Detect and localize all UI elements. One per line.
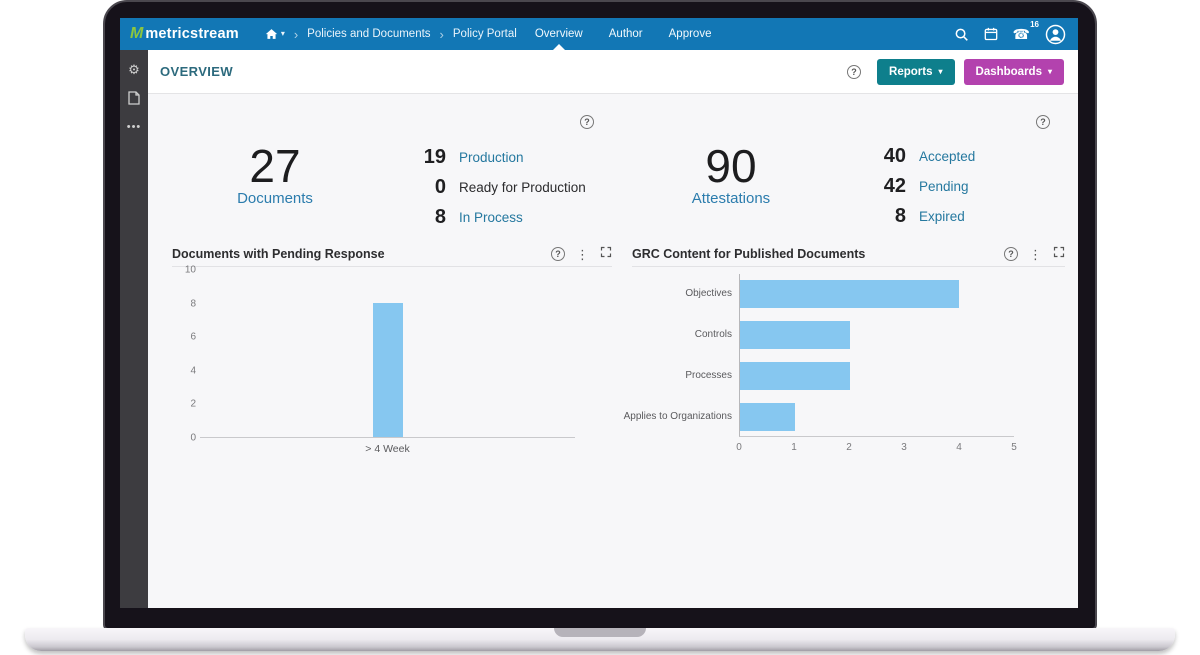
documents-info-icon[interactable]: ? [580,115,594,129]
attestations-label[interactable]: Attestations [691,190,771,207]
pending-response-chart: Documents with Pending Response ? ⋮ 0 2 4 6… [172,244,612,459]
y-tick-label: 0 [190,432,196,444]
x-tick-label: 5 [1011,442,1017,453]
attestations-info-icon[interactable]: ? [1036,115,1050,129]
tab-overview[interactable]: Overview [535,18,583,50]
app-screen: M metricstream ▾ › Policies and Document… [120,18,1078,608]
nav-tabs: Overview Author Approve [535,18,712,50]
attestations-count: 90 [705,140,757,192]
stat-row-production: 19 Production [423,145,524,168]
breadcrumb: ▾ › Policies and Documents › Policy Port… [265,27,517,42]
help-icon[interactable]: ? [551,247,565,261]
in-process-link[interactable]: In Process [459,209,523,225]
breadcrumb-separator: › [439,26,444,42]
x-tick-label: 3 [901,442,907,453]
y-tick-label: 10 [184,264,196,276]
grc-chart-bar[interactable] [740,403,795,431]
kebab-menu-icon[interactable]: ⋮ [1029,246,1042,262]
logo-mark: M [130,25,144,42]
stat-row-accepted: 40 Accepted [883,144,976,167]
app-logo[interactable]: M metricstream [130,25,239,43]
breadcrumb-policy-portal[interactable]: Policy Portal [452,28,517,40]
grc-chart-bar[interactable] [740,280,960,308]
caret-down-icon: ▾ [938,66,943,76]
y-tick-label: 8 [190,298,196,310]
expired-link[interactable]: Expired [919,208,965,224]
user-avatar[interactable] [1045,24,1066,45]
grc-content-chart: GRC Content for Published Documents ? ⋮ … [624,244,1065,459]
pending-link[interactable]: Pending [919,178,969,194]
notification-badge: 16 [1030,20,1039,29]
grc-chart-title: GRC Content for Published Documents [632,247,866,261]
documents-count: 27 [249,140,301,192]
expand-icon[interactable] [600,245,612,263]
grc-chart-bar[interactable] [740,362,850,390]
pending-chart-category: > 4 Week [365,443,410,455]
grc-chart-labels: Objectives Controls Processes Applies to Or… [624,274,736,437]
calendar-icon[interactable] [984,27,998,41]
category-label: Applies to Organizations [623,411,732,422]
x-tick-label: 2 [846,442,852,453]
reports-button[interactable]: Reports ▾ [877,58,955,85]
pending-chart-title: Documents with Pending Response [172,247,385,261]
ready-for-production-label: Ready for Production [459,179,586,195]
grc-chart-rows [739,274,1014,437]
y-tick-label: 2 [190,398,196,410]
logo-text: metricstream [145,26,239,42]
stat-row-in-process: 8 In Process [434,205,523,228]
pending-chart-plot [200,270,575,438]
breadcrumb-separator: › [293,26,299,42]
ellipsis-menu-icon[interactable]: ••• [126,121,142,133]
tab-author[interactable]: Author [608,28,643,40]
search-icon[interactable] [954,27,969,42]
stat-row-expired: 8 Expired [894,204,965,227]
document-icon[interactable] [128,91,140,107]
pending-chart-yaxis: 0 2 4 6 8 10 [172,265,196,444]
page-header: OVERVIEW ? Reports ▾ Dashboards ▾ [120,50,1078,94]
top-navbar: M metricstream ▾ › Policies and Document… [120,18,1078,50]
caret-down-icon: ▾ [280,29,285,38]
page-title: OVERVIEW [160,64,234,79]
breadcrumb-policies-and-documents[interactable]: Policies and Documents [307,28,431,40]
laptop-base [25,628,1175,651]
category-label: Controls [694,329,732,340]
gear-icon[interactable]: ⚙ [128,62,140,77]
stat-row-pending: 42 Pending [883,174,969,197]
dashboards-button[interactable]: Dashboards ▾ [963,58,1064,85]
documents-breakdown: 19 Production 0 Ready for Production 8 I… [398,142,586,232]
grc-chart-xaxis: 0 1 2 3 4 5 [736,442,1017,454]
x-tick-label: 4 [956,442,962,453]
left-sidebar: ⚙ ••• [120,50,148,608]
grc-chart-bar[interactable] [740,321,850,349]
home-menu[interactable]: ▾ [265,28,285,40]
x-tick-label: 0 [736,442,742,453]
caret-down-icon: ▾ [1047,66,1052,76]
expand-icon[interactable] [1053,245,1065,263]
production-link[interactable]: Production [459,149,524,165]
attestations-breakdown: 40 Accepted 42 Pending 8 Expired [858,141,976,231]
help-icon[interactable]: ? [1004,247,1018,261]
tab-approve[interactable]: Approve [668,28,712,40]
help-icon[interactable]: ? [847,64,862,79]
documents-label[interactable]: Documents [237,190,313,207]
pending-chart-bar[interactable] [372,303,403,437]
y-tick-label: 6 [190,331,196,343]
x-tick-label: 1 [791,442,797,453]
stat-row-ready-for-production: 0 Ready for Production [434,175,586,198]
category-label: Objectives [685,288,732,299]
category-label: Processes [685,370,732,381]
home-icon [265,29,277,39]
y-tick-label: 4 [190,365,196,377]
phone-notifications-icon[interactable]: ☎ 16 [1012,20,1039,42]
nav-icon-group: ☎ 16 [954,20,1066,45]
accepted-link[interactable]: Accepted [919,148,976,164]
laptop-notch [554,628,646,637]
kebab-menu-icon[interactable]: ⋮ [576,246,589,262]
dashboard-content: 27 Documents 19 Production 0 Ready for P… [148,94,1078,608]
